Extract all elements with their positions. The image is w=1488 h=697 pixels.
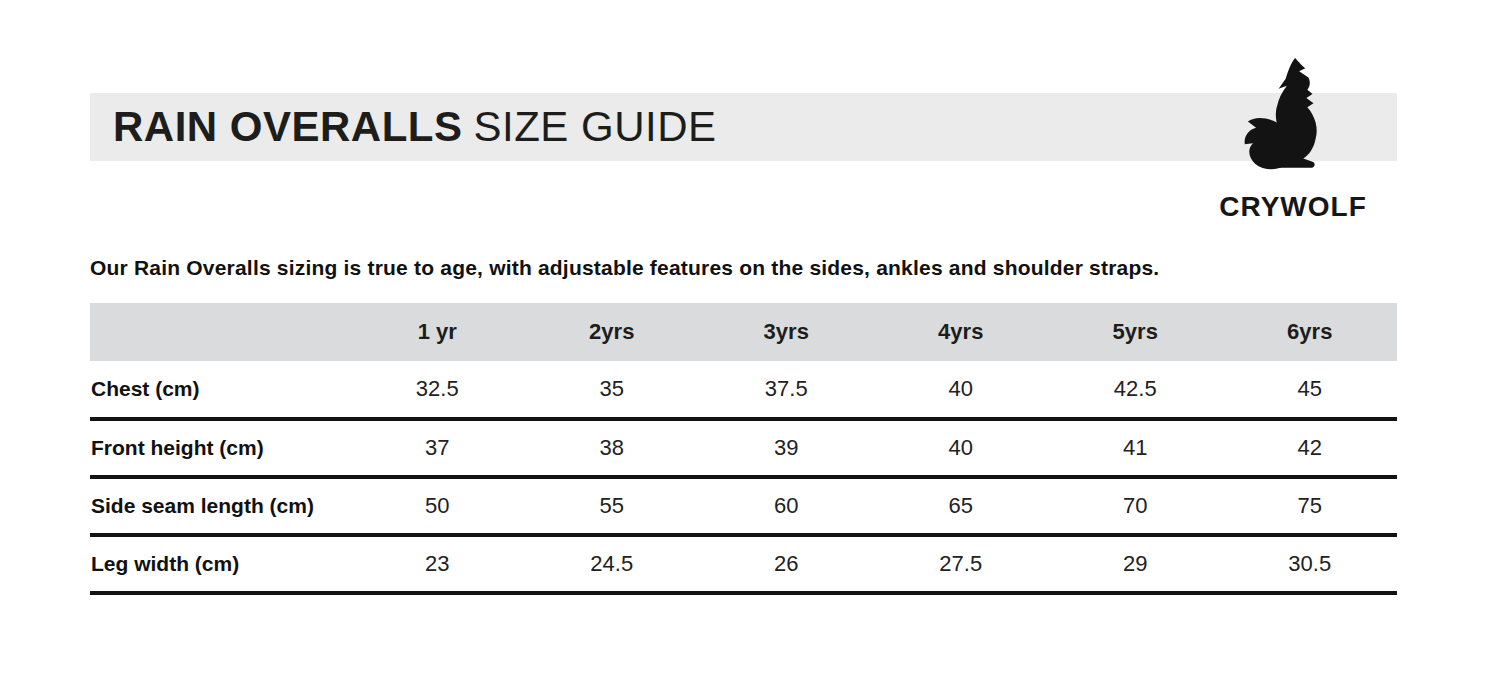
column-header-1yr: 1 yr — [350, 303, 525, 361]
table-row-front-height: Front height (cm) 37 38 39 40 41 42 — [90, 419, 1397, 477]
row-label: Chest (cm) — [90, 361, 350, 419]
size-value: 75 — [1223, 477, 1398, 535]
brand-logo: CRYWOLF — [1200, 58, 1386, 223]
sizing-description: Our Rain Overalls sizing is true to age,… — [90, 256, 1159, 280]
size-value: 65 — [874, 477, 1049, 535]
size-value: 40 — [874, 361, 1049, 419]
size-value: 37.5 — [699, 361, 874, 419]
size-value: 24.5 — [525, 535, 700, 593]
size-value: 55 — [525, 477, 700, 535]
size-guide-page: { "header": { "title_bold": "RAIN OVERAL… — [0, 0, 1488, 697]
page-title-product: RAIN OVERALLS — [113, 103, 463, 150]
size-value: 39 — [699, 419, 874, 477]
brand-name: CRYWOLF — [1200, 191, 1386, 223]
column-header-3yrs: 3yrs — [699, 303, 874, 361]
size-value: 30.5 — [1223, 535, 1398, 593]
table-header-row: 1 yr 2yrs 3yrs 4yrs 5yrs 6yrs — [90, 303, 1397, 361]
howling-wolf-icon — [1241, 58, 1345, 176]
size-value: 41 — [1048, 419, 1223, 477]
size-value: 50 — [350, 477, 525, 535]
size-value: 26 — [699, 535, 874, 593]
column-header-2yrs: 2yrs — [525, 303, 700, 361]
size-value: 35 — [525, 361, 700, 419]
column-header-6yrs: 6yrs — [1223, 303, 1398, 361]
page-title-suffix: SIZE GUIDE — [474, 103, 717, 150]
size-value: 23 — [350, 535, 525, 593]
column-header-blank — [90, 303, 350, 361]
size-value: 37 — [350, 419, 525, 477]
row-label: Side seam length (cm) — [90, 477, 350, 535]
table-row-side-seam: Side seam length (cm) 50 55 60 65 70 75 — [90, 477, 1397, 535]
row-label: Front height (cm) — [90, 419, 350, 477]
size-value: 40 — [874, 419, 1049, 477]
table-row-chest: Chest (cm) 32.5 35 37.5 40 42.5 45 — [90, 361, 1397, 419]
size-value: 32.5 — [350, 361, 525, 419]
size-value: 38 — [525, 419, 700, 477]
size-guide-table: 1 yr 2yrs 3yrs 4yrs 5yrs 6yrs Chest (cm)… — [90, 303, 1397, 595]
page-title: RAIN OVERALLSSIZE GUIDE — [113, 103, 717, 151]
size-value: 45 — [1223, 361, 1398, 419]
size-value: 42 — [1223, 419, 1398, 477]
column-header-5yrs: 5yrs — [1048, 303, 1223, 361]
row-label: Leg width (cm) — [90, 535, 350, 593]
table-row-leg-width: Leg width (cm) 23 24.5 26 27.5 29 30.5 — [90, 535, 1397, 593]
column-header-4yrs: 4yrs — [874, 303, 1049, 361]
size-value: 60 — [699, 477, 874, 535]
size-value: 27.5 — [874, 535, 1049, 593]
size-value: 29 — [1048, 535, 1223, 593]
size-value: 70 — [1048, 477, 1223, 535]
size-value: 42.5 — [1048, 361, 1223, 419]
